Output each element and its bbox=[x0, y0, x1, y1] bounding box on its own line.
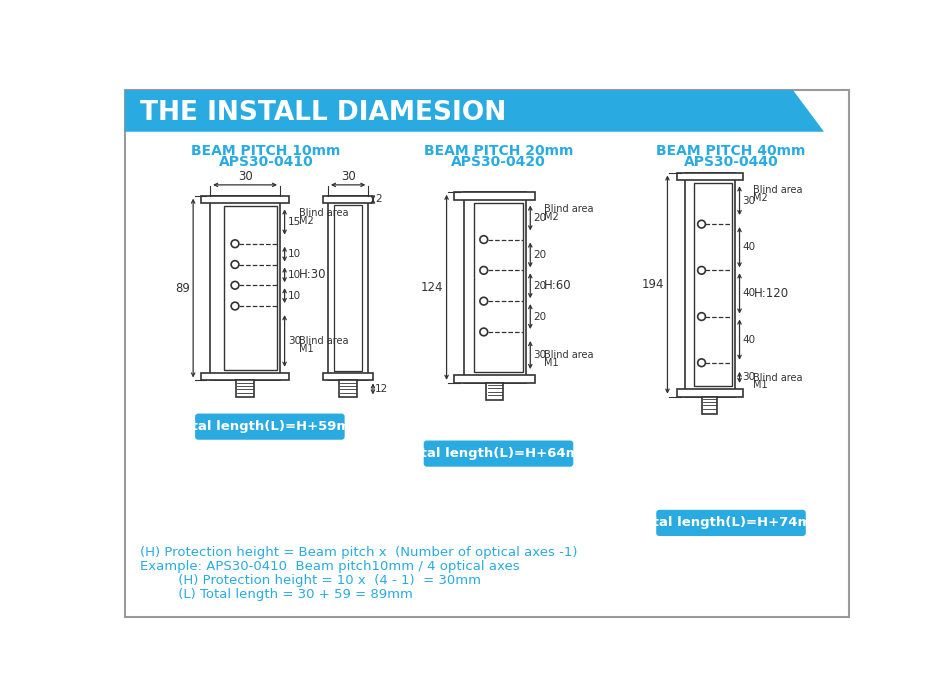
Bar bbox=[694, 183, 732, 386]
Text: 124: 124 bbox=[421, 281, 444, 294]
Text: 194: 194 bbox=[642, 278, 664, 291]
Text: H:30: H:30 bbox=[298, 268, 326, 281]
Text: Example: APS30-0410  Beam pitch10mm / 4 optical axes: Example: APS30-0410 Beam pitch10mm / 4 o… bbox=[141, 560, 520, 573]
Text: Blind area: Blind area bbox=[544, 351, 594, 360]
Text: Blind area: Blind area bbox=[753, 185, 803, 195]
Bar bbox=[210, 195, 280, 381]
Bar bbox=[486, 383, 504, 400]
Bar bbox=[676, 172, 743, 180]
Bar bbox=[200, 195, 289, 203]
Bar bbox=[224, 206, 276, 370]
Bar bbox=[339, 381, 357, 398]
Text: 20: 20 bbox=[533, 281, 546, 290]
Bar bbox=[454, 375, 535, 383]
Text: M1: M1 bbox=[544, 358, 559, 368]
Text: 2: 2 bbox=[375, 195, 382, 204]
Text: M2: M2 bbox=[298, 216, 314, 225]
Text: APS30-0420: APS30-0420 bbox=[451, 155, 546, 169]
Bar bbox=[323, 372, 373, 381]
Bar bbox=[323, 195, 373, 203]
Text: M2: M2 bbox=[753, 193, 769, 202]
Text: 89: 89 bbox=[175, 281, 190, 295]
Bar bbox=[328, 195, 369, 381]
Bar bbox=[200, 372, 289, 381]
Bar bbox=[454, 192, 535, 199]
Text: 40: 40 bbox=[743, 242, 756, 252]
Bar bbox=[685, 172, 735, 397]
Bar bbox=[464, 192, 525, 383]
FancyBboxPatch shape bbox=[195, 414, 345, 440]
Text: 30: 30 bbox=[743, 196, 756, 206]
Text: 30: 30 bbox=[533, 350, 546, 360]
Text: 10: 10 bbox=[288, 270, 301, 280]
Text: BEAM PITCH 10mm: BEAM PITCH 10mm bbox=[191, 144, 341, 158]
FancyBboxPatch shape bbox=[424, 440, 573, 467]
Text: Blind area: Blind area bbox=[544, 204, 594, 214]
Text: Total length(L)=H+74mm: Total length(L)=H+74mm bbox=[636, 517, 826, 529]
Text: 30: 30 bbox=[288, 336, 301, 346]
Text: 20: 20 bbox=[533, 250, 546, 260]
Text: Blind area: Blind area bbox=[753, 372, 803, 383]
Text: H:60: H:60 bbox=[544, 279, 572, 292]
Text: 10: 10 bbox=[288, 290, 301, 300]
Polygon shape bbox=[125, 90, 824, 132]
Bar bbox=[702, 397, 717, 414]
Text: Total length(L)=H+59mm: Total length(L)=H+59mm bbox=[176, 420, 364, 433]
Text: M2: M2 bbox=[544, 212, 559, 222]
Text: BEAM PITCH 20mm: BEAM PITCH 20mm bbox=[424, 144, 573, 158]
Text: M1: M1 bbox=[298, 344, 314, 354]
Text: THE INSTALL DIAMESION: THE INSTALL DIAMESION bbox=[141, 100, 506, 126]
Text: APS30-0440: APS30-0440 bbox=[684, 155, 778, 169]
Bar bbox=[334, 205, 362, 371]
Text: 20: 20 bbox=[533, 312, 546, 321]
Bar bbox=[676, 389, 743, 397]
Text: 12: 12 bbox=[375, 384, 389, 394]
Text: 30: 30 bbox=[341, 169, 355, 183]
Text: 30: 30 bbox=[238, 169, 253, 183]
Text: 10: 10 bbox=[288, 249, 301, 259]
Text: (H) Protection height = Beam pitch x  (Number of optical axes -1): (H) Protection height = Beam pitch x (Nu… bbox=[141, 546, 578, 559]
Text: BEAM PITCH 40mm: BEAM PITCH 40mm bbox=[656, 144, 806, 158]
Bar bbox=[474, 202, 522, 372]
Text: 40: 40 bbox=[743, 288, 756, 298]
Text: 15: 15 bbox=[288, 217, 301, 227]
Text: H:120: H:120 bbox=[753, 287, 788, 300]
Text: 40: 40 bbox=[743, 335, 756, 344]
Text: M1: M1 bbox=[753, 381, 769, 391]
Text: 20: 20 bbox=[533, 213, 546, 223]
Text: Blind area: Blind area bbox=[298, 336, 348, 346]
Text: (L) Total length = 30 + 59 = 89mm: (L) Total length = 30 + 59 = 89mm bbox=[141, 587, 413, 601]
Text: APS30-0410: APS30-0410 bbox=[218, 155, 314, 169]
Text: (H) Protection height = 10 x  (4 - 1)  = 30mm: (H) Protection height = 10 x (4 - 1) = 3… bbox=[141, 574, 482, 587]
Text: Total length(L)=H+64mm: Total length(L)=H+64mm bbox=[404, 447, 593, 460]
Text: Blind area: Blind area bbox=[298, 208, 348, 218]
Bar bbox=[236, 381, 255, 398]
Text: 30: 30 bbox=[743, 372, 756, 382]
FancyBboxPatch shape bbox=[656, 510, 806, 536]
